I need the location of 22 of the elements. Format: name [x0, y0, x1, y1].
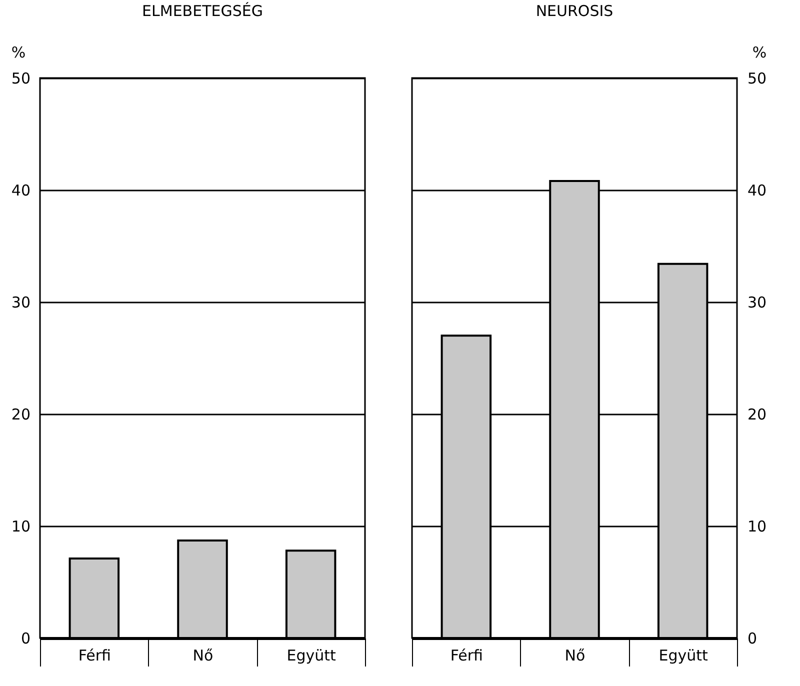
y2-tick-label: 40: [748, 182, 767, 200]
y2-tick-label: 50: [748, 70, 767, 88]
y-axis-title: %: [11, 44, 26, 62]
y-tick-label: 20: [11, 406, 30, 424]
y-tick-label: 50: [11, 70, 30, 88]
y2-tick-label: 0: [748, 630, 758, 648]
y2-tick-label: 10: [748, 518, 767, 536]
chart-title: ELMEBETEGSÉG: [142, 2, 263, 20]
y2-tick-label: 30: [748, 294, 767, 312]
y-tick-label: 40: [11, 182, 30, 200]
x-tick-label: Együtt: [658, 646, 708, 664]
y-tick-label: 0: [20, 630, 30, 648]
chart-title: NEUROSIS: [536, 2, 614, 20]
x-tick-label: Nő: [564, 646, 586, 664]
y-tick-label: 10: [11, 518, 30, 536]
y2-tick-label: 20: [748, 406, 767, 424]
x-tick-label: Nő: [192, 646, 214, 664]
x-tick-label: Férfi: [78, 646, 111, 664]
x-tick-label: Férfi: [450, 646, 483, 664]
y2-axis-title: %: [752, 44, 767, 62]
x-tick-label: Együtt: [286, 646, 336, 664]
y-tick-label: 30: [11, 294, 30, 312]
